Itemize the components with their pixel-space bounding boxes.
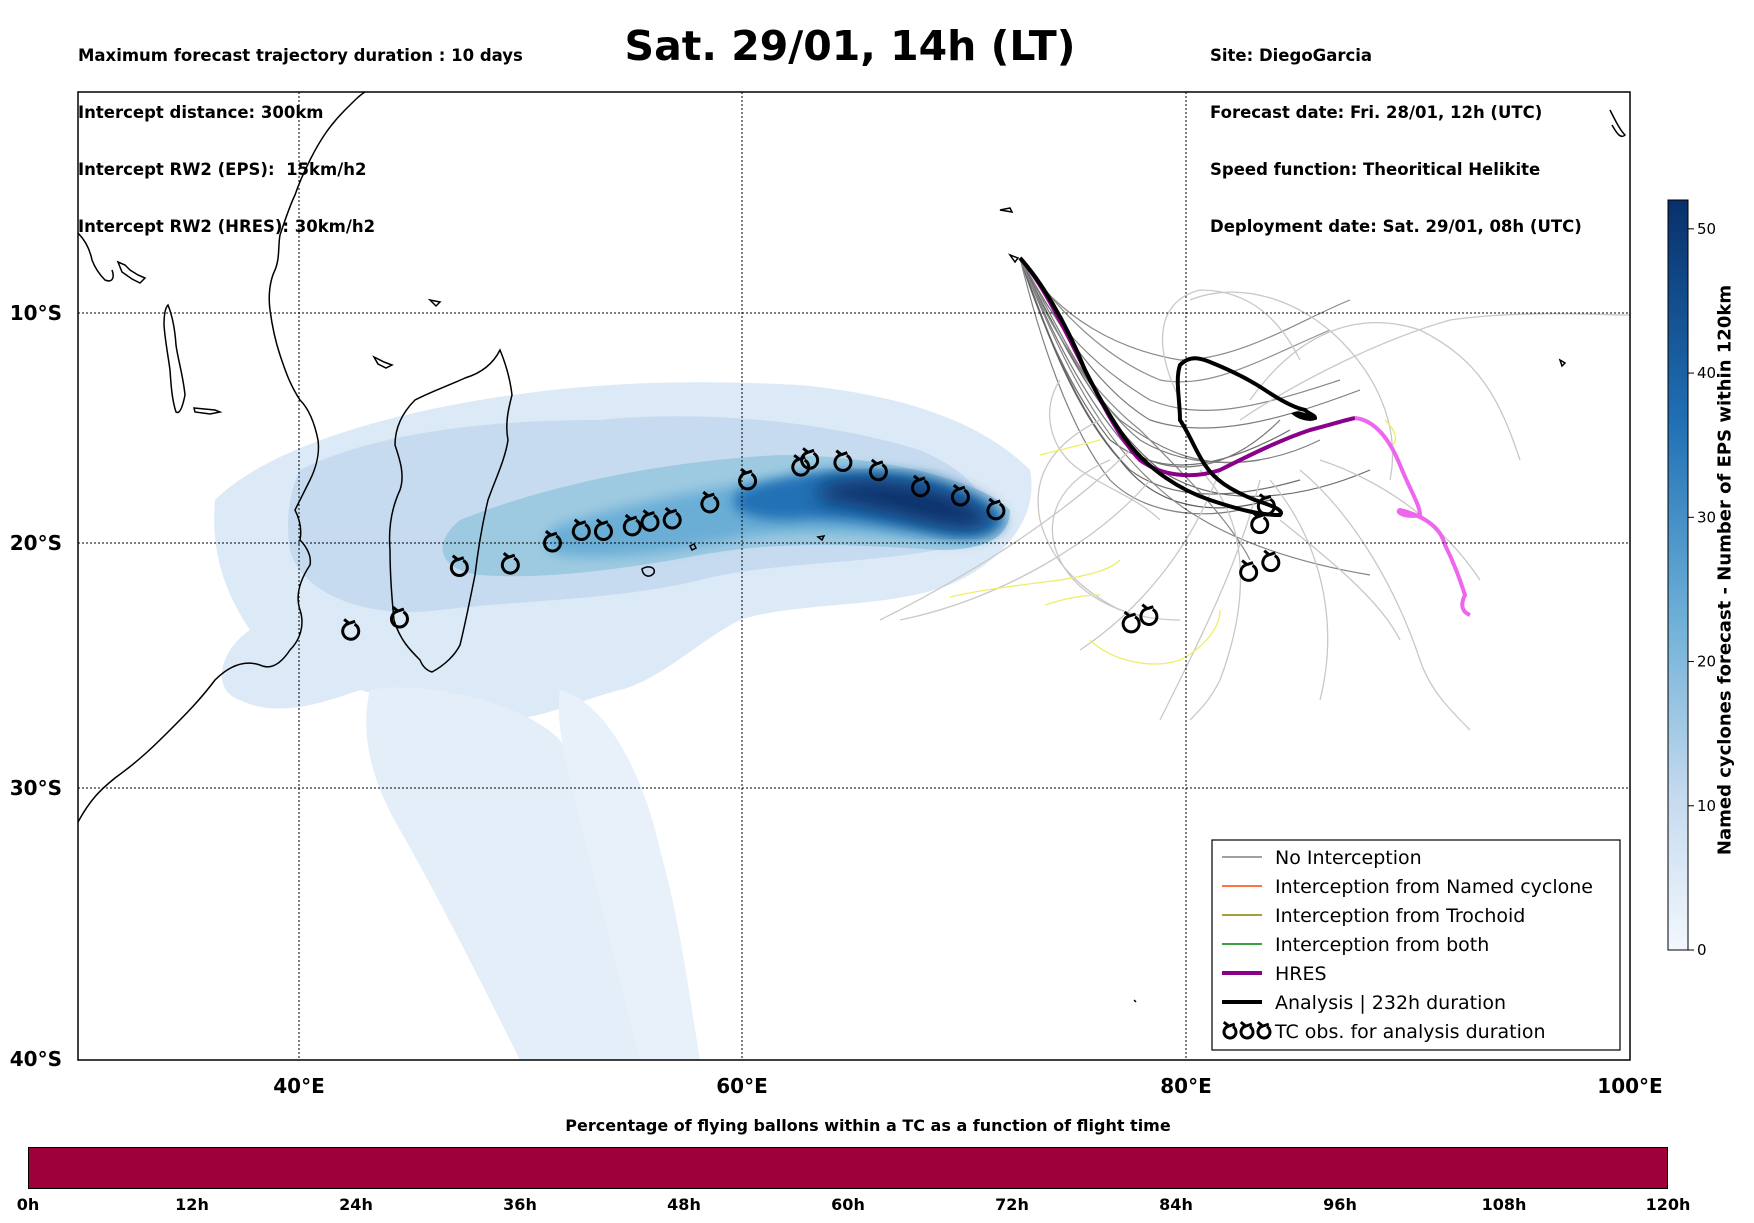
tc-observation-marker bbox=[571, 518, 591, 541]
tc-observation-marker bbox=[911, 474, 930, 498]
flight-time-bar bbox=[28, 1147, 1668, 1189]
flight-time-tick-label: 48h bbox=[667, 1195, 701, 1214]
tc-observation-marker bbox=[1239, 1020, 1255, 1040]
tc-observation-marker bbox=[449, 554, 469, 577]
flight-time-tick-label: 120h bbox=[1645, 1195, 1691, 1214]
tc-observation-markers bbox=[341, 447, 1281, 641]
tc-observation-marker bbox=[700, 490, 720, 514]
hres-track bbox=[1018, 256, 1356, 478]
legend-label: Interception from Named cyclone bbox=[1275, 876, 1593, 898]
flight-time-tick-label: 96h bbox=[1323, 1195, 1357, 1214]
tc-observation-marker bbox=[341, 618, 361, 641]
coastlines bbox=[78, 92, 1627, 1003]
lon-tick-label: 100°E bbox=[1597, 1074, 1662, 1098]
header-right-line: Deployment date: Sat. 29/01, 08h (UTC) bbox=[1210, 217, 1582, 236]
legend-label: TC obs. for analysis duration bbox=[1274, 1021, 1546, 1043]
tc-observation-marker bbox=[868, 458, 888, 482]
flight-time-tick-label: 108h bbox=[1481, 1195, 1527, 1214]
tc-observation-marker bbox=[543, 529, 562, 553]
legend-label: No Interception bbox=[1275, 847, 1422, 869]
eps-colorbar-tick-label: 50 bbox=[1697, 220, 1716, 238]
header-left-info: Maximum forecast trajectory duration : 1… bbox=[78, 8, 523, 255]
map-legend: No Interception Interception from Named … bbox=[1211, 839, 1621, 1051]
header-right-line: Speed function: Theoritical Helikite bbox=[1210, 160, 1541, 179]
header-right-line: Forecast date: Fri. 28/01, 12h (UTC) bbox=[1210, 103, 1543, 122]
legend-label: Interception from Trochoid bbox=[1275, 905, 1525, 927]
tc-observation-marker bbox=[1139, 603, 1159, 626]
map-frame bbox=[77, 91, 1631, 1061]
lat-tick-label: 20°S bbox=[10, 531, 62, 555]
header-left-line: Intercept RW2 (HRES): 30km/h2 bbox=[78, 217, 376, 236]
hres-extension-track bbox=[1354, 416, 1471, 617]
eps-colorbar: 0 10 20 30 40 50 bbox=[1667, 199, 1716, 959]
legend-box bbox=[1211, 839, 1621, 1051]
flight-time-tick-label: 24h bbox=[339, 1195, 373, 1214]
yellow-tracks bbox=[949, 419, 1397, 665]
eps-colorbar-gradient bbox=[1667, 199, 1689, 951]
page-title: Sat. 29/01, 14h (LT) bbox=[624, 22, 1076, 70]
header-right-info: Site: DiegoGarcia Forecast date: Fri. 28… bbox=[1210, 8, 1582, 255]
lon-tick-label: 60°E bbox=[716, 1074, 768, 1098]
lat-tick-label: 40°S bbox=[10, 1047, 62, 1071]
tc-observation-marker bbox=[1121, 610, 1141, 634]
eps-colorbar-tick-label: 40 bbox=[1697, 364, 1716, 382]
flight-time-tick-label: 60h bbox=[831, 1195, 865, 1214]
tc-observation-marker bbox=[500, 552, 520, 575]
legend-label: Analysis | 232h duration bbox=[1275, 992, 1506, 1014]
lat-tick-label: 10°S bbox=[10, 301, 62, 325]
eps-colorbar-tick-label: 20 bbox=[1697, 653, 1716, 671]
eps-colorbar-tick-label: 10 bbox=[1697, 797, 1716, 815]
eps-colorbar-tick-label: 30 bbox=[1697, 508, 1716, 526]
lon-tick-label: 80°E bbox=[1160, 1074, 1212, 1098]
tc-observation-marker bbox=[833, 449, 853, 472]
lon-tick-label: 40°E bbox=[273, 1074, 325, 1098]
legend-label: Interception from both bbox=[1275, 934, 1489, 956]
eps-density-field bbox=[214, 382, 1032, 1060]
light-trajectories bbox=[879, 289, 1630, 731]
tc-observation-marker bbox=[800, 447, 820, 470]
tc-observation-marker bbox=[1222, 1020, 1238, 1040]
tc-observation-marker bbox=[986, 497, 1006, 521]
tc-observation-marker bbox=[594, 518, 613, 541]
tc-observation-marker bbox=[1239, 559, 1259, 582]
flight-time-tick-label: 12h bbox=[175, 1195, 209, 1214]
flight-time-tick-label: 84h bbox=[1159, 1195, 1193, 1214]
tc-observation-marker bbox=[1256, 1020, 1272, 1040]
lat-tick-label: 30°S bbox=[10, 776, 62, 800]
legend-label: HRES bbox=[1275, 963, 1327, 985]
tc-observation-marker bbox=[662, 506, 682, 530]
flight-time-tick-label: 72h bbox=[995, 1195, 1029, 1214]
no-interception-trajectories bbox=[1019, 257, 1371, 576]
header-left-line: Intercept RW2 (EPS): 15km/h2 bbox=[78, 160, 367, 179]
bottom-bar-title: Percentage of flying ballons within a TC… bbox=[565, 1116, 1171, 1135]
legend-swatch-tc-obs bbox=[1222, 1020, 1272, 1040]
eps-colorbar-tick-label: 0 bbox=[1697, 941, 1707, 959]
flight-time-tick-label: 0h bbox=[16, 1195, 40, 1214]
header-left-line: Intercept distance: 300km bbox=[78, 103, 324, 122]
header-left-line: Maximum forecast trajectory duration : 1… bbox=[78, 46, 523, 65]
tc-observation-marker bbox=[622, 513, 642, 537]
flight-time-tick-label: 36h bbox=[503, 1195, 537, 1214]
tc-observation-marker bbox=[390, 605, 409, 629]
tc-observation-marker bbox=[640, 509, 660, 532]
tc-observation-marker bbox=[1256, 493, 1276, 516]
header-right-line: Site: DiegoGarcia bbox=[1210, 46, 1373, 65]
analysis-track bbox=[1018, 256, 1318, 518]
eps-colorbar-label: Named cyclones forecast - Number of EPS … bbox=[1714, 284, 1736, 856]
tc-observation-marker bbox=[1261, 549, 1281, 573]
eps-colorbar-ticks: 0 10 20 30 40 50 bbox=[1688, 220, 1716, 959]
map-gridlines bbox=[78, 92, 1630, 1060]
tc-observation-marker bbox=[950, 483, 970, 507]
